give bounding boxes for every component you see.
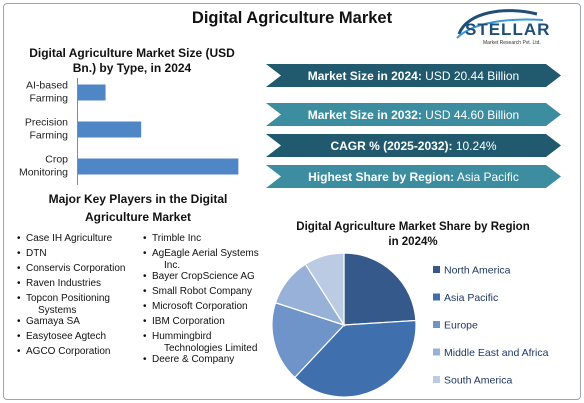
legend-label: North America bbox=[444, 265, 511, 277]
legend-swatch bbox=[433, 266, 440, 273]
pie-slice-0 bbox=[343, 252, 417, 326]
key-player-name: AgEagle Aerial Systems bbox=[152, 248, 259, 259]
key-player-item: • Hummingbird Technologies Limited bbox=[143, 331, 258, 355]
bullet-icon: • bbox=[143, 331, 147, 342]
key-player-name: AGCO Corporation bbox=[26, 346, 111, 357]
key-player-name: Hummingbird bbox=[152, 331, 212, 342]
bar-category-label: Precision Farming bbox=[25, 117, 68, 142]
key-player-name: Bayer CropScience AG bbox=[152, 271, 255, 282]
bullet-icon: • bbox=[17, 331, 21, 342]
bar-2 bbox=[78, 158, 239, 175]
key-player-item: • Deere & Company bbox=[143, 354, 235, 366]
key-player-name: Technologies Limited bbox=[164, 343, 258, 354]
pie-slice-1 bbox=[293, 319, 417, 398]
key-player-name: Raven Industries bbox=[26, 278, 102, 289]
bar-1 bbox=[78, 121, 142, 138]
key-player-name: Systems bbox=[38, 305, 77, 316]
bar-category-label: AI-based Farming bbox=[26, 80, 68, 105]
key-player-item: • DTN bbox=[17, 248, 47, 260]
key-player-item: • Bayer CropScience AG bbox=[143, 271, 255, 283]
key-player-item: • Gamaya SA bbox=[17, 316, 80, 328]
key-player-item: • Raven Industries bbox=[17, 278, 102, 290]
logo-swoosh-accent-icon bbox=[456, 18, 544, 39]
key-player-item: • AGCO Corporation bbox=[17, 346, 111, 358]
key-player-name: Gamaya SA bbox=[26, 316, 80, 327]
metric-arrow-text: Market Size in 2024: USD 20.44 Billion bbox=[308, 69, 519, 83]
pie-slice-2 bbox=[271, 301, 346, 379]
metric-arrow-text: CAGR % (2025-2032): 10.24% bbox=[330, 139, 496, 153]
key-player-name: IBM Corporation bbox=[152, 316, 225, 327]
key-player-item: • AgEagle Aerial Systems Inc. bbox=[143, 248, 259, 272]
logo-brand-text: STELLAR bbox=[465, 20, 550, 39]
key-player-name: Topcon Positioning bbox=[26, 293, 110, 304]
bullet-icon: • bbox=[17, 278, 21, 289]
metric-arrow-1 bbox=[266, 103, 561, 126]
metric-arrow-2 bbox=[266, 134, 561, 157]
legend-swatch bbox=[433, 321, 440, 328]
bullet-icon: • bbox=[143, 271, 147, 282]
page-title: Digital Agriculture Market bbox=[191, 9, 393, 27]
pie-slice-4 bbox=[304, 252, 345, 328]
legend-swatch bbox=[433, 376, 440, 383]
key-player-name: Easytosee Agtech bbox=[26, 331, 107, 342]
bullet-icon: • bbox=[143, 354, 147, 365]
key-player-name: Small Robot Company bbox=[152, 286, 253, 297]
key-player-name: Microsoft Corporation bbox=[152, 301, 248, 312]
key-player-name: Conservis Corporation bbox=[26, 263, 126, 274]
stellar-logo: STELLAR Market Research Pvt. Ltd. bbox=[456, 9, 550, 46]
key-player-name: Trimble Inc bbox=[152, 233, 202, 244]
metric-arrow-0 bbox=[266, 64, 561, 87]
legend-label: Europe bbox=[444, 320, 478, 332]
bar-chart-title: Digital Agriculture Market Size (USD Bn.… bbox=[29, 46, 235, 75]
bullet-icon: • bbox=[17, 316, 21, 327]
legend-swatch bbox=[433, 293, 440, 301]
key-player-item: • Easytosee Agtech bbox=[17, 331, 107, 343]
key-player-item: • Case IH Agriculture bbox=[17, 233, 113, 245]
pie-chart-title: Digital Agriculture Market Share by Regi… bbox=[296, 221, 530, 248]
key-player-item: • Trimble Inc bbox=[143, 233, 202, 245]
metric-arrow-text: Market Size in 2032: USD 44.60 Billion bbox=[308, 108, 519, 122]
logo-tagline-text: Market Research Pvt. Ltd. bbox=[483, 40, 541, 46]
bullet-icon: • bbox=[143, 248, 147, 259]
legend-label: Middle East and Africa bbox=[444, 347, 549, 359]
bar-category-label: Crop Monitoring bbox=[19, 154, 68, 179]
bullet-icon: • bbox=[17, 346, 21, 357]
bullet-icon: • bbox=[17, 233, 21, 244]
metric-arrow-3 bbox=[266, 165, 561, 188]
metric-arrow-text: Highest Share by Region: Asia Pacific bbox=[308, 170, 519, 184]
legend-label: South America bbox=[444, 375, 512, 387]
bullet-icon: • bbox=[143, 301, 147, 312]
key-player-item: • Small Robot Company bbox=[143, 286, 253, 298]
key-player-name: Case IH Agriculture bbox=[26, 233, 113, 244]
bullet-icon: • bbox=[143, 286, 147, 297]
bullet-icon: • bbox=[17, 263, 21, 274]
bullet-icon: • bbox=[17, 248, 21, 259]
key-player-name: Inc. bbox=[164, 260, 181, 271]
key-player-item: • Topcon Positioning Systems bbox=[17, 293, 110, 317]
key-player-name: DTN bbox=[26, 248, 47, 259]
legend-label: Asia Pacific bbox=[444, 292, 498, 304]
key-player-name: Deere & Company bbox=[152, 354, 235, 365]
key-player-item: • IBM Corporation bbox=[143, 316, 225, 328]
key-player-item: • Conservis Corporation bbox=[17, 263, 126, 275]
bar-0 bbox=[78, 84, 106, 101]
key-players-title: Major Key Players in the Digital Agricul… bbox=[48, 192, 228, 224]
logo-swoosh-icon bbox=[457, 9, 538, 35]
legend-swatch bbox=[433, 348, 440, 356]
key-player-item: • Microsoft Corporation bbox=[143, 301, 248, 313]
bullet-icon: • bbox=[143, 233, 147, 244]
bullet-icon: • bbox=[143, 316, 147, 327]
bullet-icon: • bbox=[17, 293, 21, 304]
